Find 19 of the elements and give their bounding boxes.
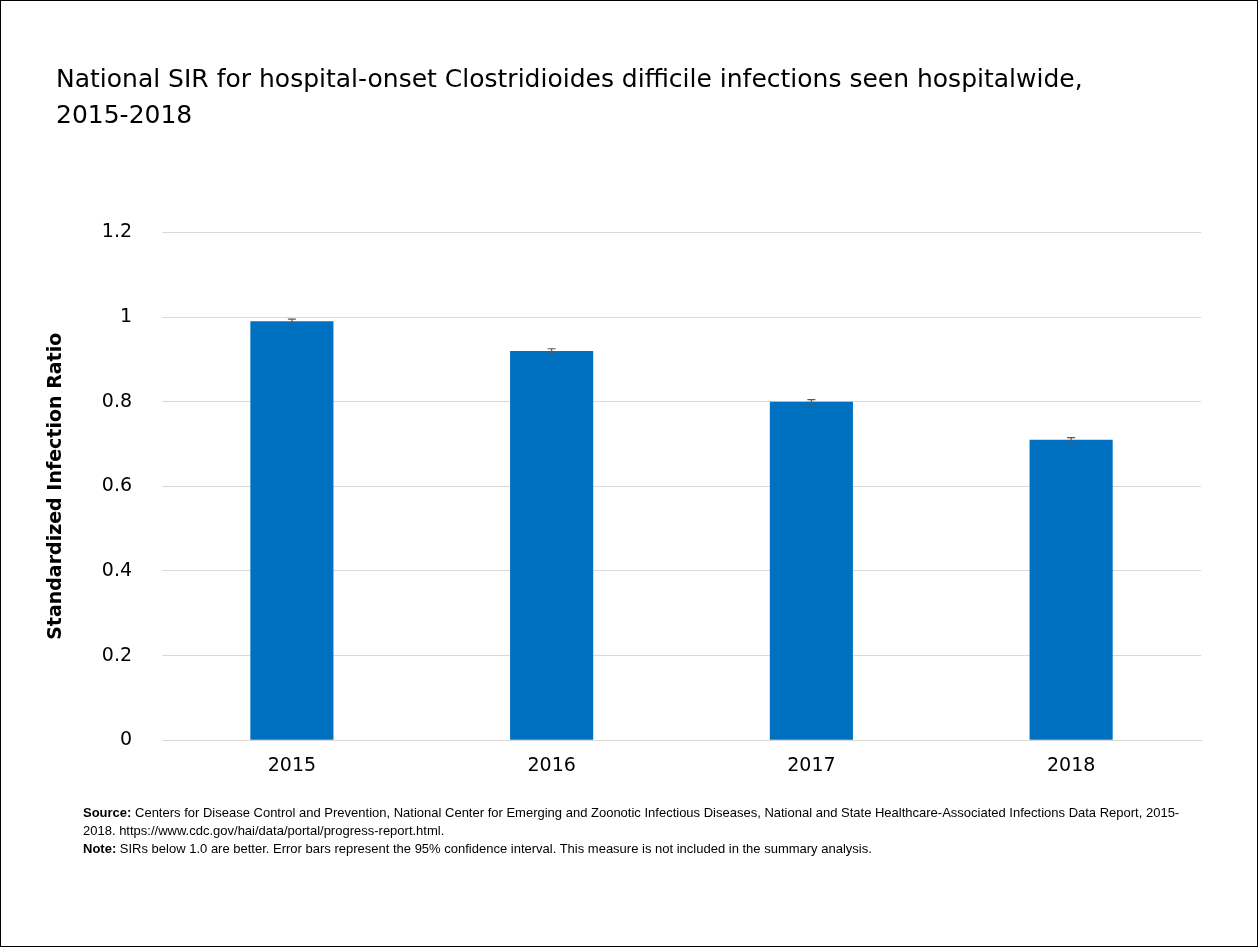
y-tick-label: 0 [119, 727, 133, 750]
x-tick-label: 2016 [527, 752, 576, 775]
x-tick-label: 2015 [267, 752, 317, 775]
y-axis-title: Standardized Infection Ratio [43, 332, 66, 640]
y-tick-label: 0.2 [101, 642, 133, 665]
x-tick-label: 2017 [787, 752, 836, 775]
y-tick-label: 1 [119, 303, 133, 326]
y-tick-label: 0.6 [101, 473, 133, 496]
bar [510, 350, 594, 740]
bar [250, 321, 334, 740]
x-tick-label: 2018 [1046, 752, 1096, 775]
source-note: Source: Centers for Disease Control and Prevention, National Center for Emerging and Zoonotic Infectious Diseases, National and State Healthcare-Associated Infections Data Report, 2015-2018. https://www.cdc.gov/hai/data/portal/progress-report.html. [83, 804, 1181, 840]
y-tick-label: 0.8 [101, 388, 133, 411]
bar [769, 401, 853, 740]
text: Note: SIRs below 1.0 are better. Error bars represent the 95% confidence interval. This measure is not included in the summary analysis. [83, 840, 873, 858]
y-tick-label: 0.4 [101, 557, 133, 580]
y-tick-label: 1.2 [101, 219, 133, 242]
bar [1029, 439, 1113, 740]
chart-title: National SIR for hospital-onset Clostridioides difficile infections seen hospitalwide, 2015-2018 [56, 63, 1084, 131]
